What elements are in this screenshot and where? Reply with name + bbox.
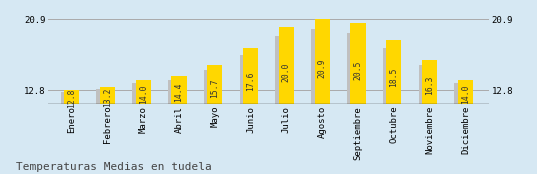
Bar — [204, 70, 219, 104]
Bar — [64, 90, 79, 104]
Bar — [171, 76, 186, 104]
Bar — [100, 87, 115, 104]
Bar — [347, 33, 362, 104]
Text: 20.9: 20.9 — [318, 59, 326, 78]
Text: Temperaturas Medias en tudela: Temperaturas Medias en tudela — [16, 162, 212, 172]
Bar — [311, 29, 326, 104]
Text: 12.8: 12.8 — [67, 89, 76, 108]
Bar — [386, 40, 401, 104]
Bar — [96, 89, 111, 104]
Bar — [351, 23, 366, 104]
Bar — [454, 83, 469, 104]
Bar — [275, 36, 291, 104]
Text: 14.0: 14.0 — [461, 84, 470, 104]
Bar — [418, 65, 433, 104]
Bar — [61, 92, 76, 104]
Bar — [279, 27, 294, 104]
Bar — [315, 19, 330, 104]
Bar — [383, 48, 398, 104]
Text: 15.7: 15.7 — [211, 78, 219, 98]
Text: 13.2: 13.2 — [103, 87, 112, 107]
Bar — [240, 55, 255, 104]
Text: 14.4: 14.4 — [175, 83, 184, 102]
Text: 14.0: 14.0 — [139, 84, 148, 104]
Bar — [243, 48, 258, 104]
Bar — [207, 65, 222, 104]
Bar — [458, 80, 473, 104]
Text: 20.0: 20.0 — [282, 62, 291, 82]
Bar — [136, 80, 151, 104]
Text: 20.5: 20.5 — [353, 60, 362, 80]
Text: 18.5: 18.5 — [389, 68, 398, 87]
Bar — [422, 60, 437, 104]
Text: 17.6: 17.6 — [246, 71, 255, 90]
Bar — [168, 80, 183, 104]
Bar — [132, 83, 147, 104]
Text: 16.3: 16.3 — [425, 76, 434, 95]
